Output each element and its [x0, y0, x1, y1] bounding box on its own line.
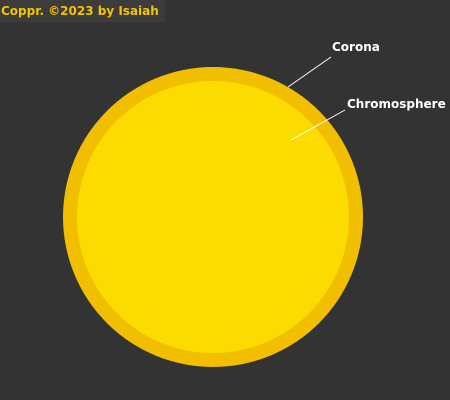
chromosphere-layer	[77, 81, 349, 353]
chromosphere-leader-line	[290, 109, 346, 141]
copyright-notice: Coppr. ©2023 by Isaiah	[0, 0, 165, 22]
chromosphere-label: Chromosphere	[347, 97, 446, 111]
corona-leader-line	[287, 56, 332, 88]
corona-label: Corona	[332, 40, 380, 54]
